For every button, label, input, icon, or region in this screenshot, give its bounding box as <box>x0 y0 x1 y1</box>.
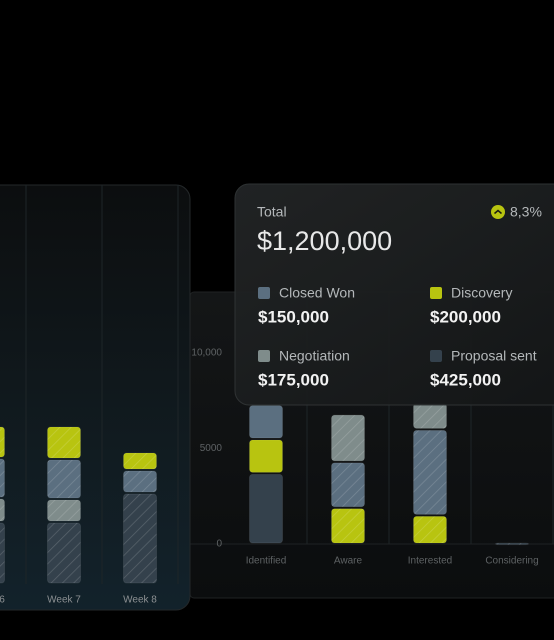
bar-hatch <box>331 415 365 461</box>
x-tick-label: Considering <box>485 556 538 567</box>
weekly-card: Week 6 Week 7 Week 8 <box>0 184 191 611</box>
change-value: 8,3% <box>510 204 542 220</box>
bar-segment <box>249 439 283 473</box>
bar-hatch <box>123 494 157 583</box>
bar-hatch <box>413 516 447 543</box>
legend-name: Negotiation <box>279 348 350 364</box>
bar-segment <box>249 473 283 544</box>
bar-hatch <box>47 427 81 458</box>
total-value: $1,200,000 <box>257 226 392 256</box>
bar-segment <box>249 405 283 439</box>
total-label: Total <box>257 204 287 220</box>
card-bg <box>234 183 554 406</box>
bar-hatch <box>413 403 447 429</box>
plot: 10,000 5000 0 Identified Aware Interested Cons… <box>190 292 554 567</box>
legend-amount: $175,000 <box>258 370 329 389</box>
bar-hatch <box>0 427 5 457</box>
bar-hatch <box>47 523 81 583</box>
plot: Week 6 Week 7 Week 8 <box>0 185 179 606</box>
x-tick-label: Identified <box>246 556 287 567</box>
legend-swatch <box>258 350 270 362</box>
legend-swatch <box>430 350 442 362</box>
bar-hatch <box>331 508 365 543</box>
card-bg <box>0 184 191 611</box>
bar-hatch <box>0 499 5 521</box>
bar-hatch <box>123 471 157 492</box>
x-tick-label: Week 7 <box>47 595 81 606</box>
legend-swatch <box>258 287 270 299</box>
y-tick-label: 5000 <box>200 443 223 454</box>
change-icon <box>491 205 505 219</box>
bar-hatch <box>0 523 5 583</box>
bar-hatch <box>495 543 529 545</box>
legend-name: Discovery <box>451 285 512 301</box>
summary-card: Total $1,200,000 8,3% Closed Won $150,000… <box>234 183 554 406</box>
x-tick-label: Week 6 <box>0 595 5 606</box>
bar-hatch <box>47 460 81 498</box>
x-tick-label: Week 8 <box>123 595 157 606</box>
legend-name: Proposal sent <box>451 348 537 364</box>
legend-amount: $425,000 <box>430 370 501 389</box>
change-arrow <box>494 209 502 215</box>
y-tick-label: 10,000 <box>191 348 222 359</box>
bar-hatch <box>413 430 447 515</box>
bar-hatch <box>331 462 365 507</box>
bar-hatch <box>123 453 157 469</box>
x-tick-label: Aware <box>334 556 363 567</box>
bar-hatch <box>47 500 81 521</box>
legend-amount: $200,000 <box>430 307 501 326</box>
y-tick-label: 0 <box>216 539 222 550</box>
bar-hatch <box>0 459 5 497</box>
x-tick-label: Interested <box>408 556 452 567</box>
legend-name: Closed Won <box>279 285 355 301</box>
legend-amount: $150,000 <box>258 307 329 326</box>
legend-swatch <box>430 287 442 299</box>
